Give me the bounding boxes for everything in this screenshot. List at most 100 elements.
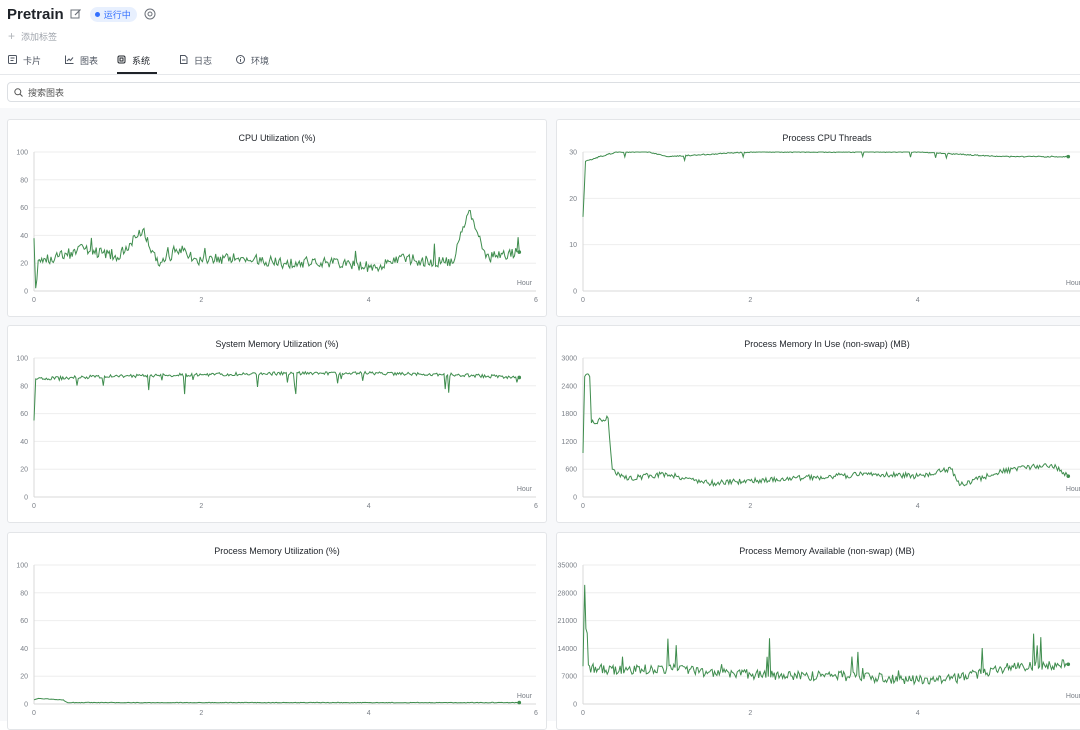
y-tick-label: 100 <box>16 150 28 157</box>
series-end-point <box>1066 154 1071 159</box>
series-end-point <box>517 700 522 705</box>
tab-logs[interactable]: 日志 <box>179 54 212 73</box>
x-axis-label: Hour <box>517 486 533 493</box>
series-line <box>582 584 1069 686</box>
tab-label: 环境 <box>251 56 270 66</box>
chart-line-icon <box>65 55 74 64</box>
x-tick-label: 0 <box>32 710 36 717</box>
x-tick-label: 2 <box>199 297 203 304</box>
line-chart: 01020300246Hour <box>569 150 1080 304</box>
x-tick-label: 6 <box>534 710 538 717</box>
tab-environment[interactable]: 环境 <box>236 54 269 73</box>
y-tick-label: 80 <box>20 177 28 184</box>
search-input[interactable]: 搜索图表 <box>7 82 1080 102</box>
y-tick-label: 10 <box>569 242 577 249</box>
chart-card[interactable]: System Memory Utilization (%) 0 20 40 60 80 10… <box>7 325 547 523</box>
y-tick-label: 600 <box>565 467 577 474</box>
x-tick-label: 6 <box>534 297 538 304</box>
info-icon <box>236 55 245 64</box>
y-tick-label: 40 <box>20 233 28 240</box>
edit-icon[interactable] <box>70 8 82 20</box>
chart-card[interactable]: CPU Utilization (%) 0 20 40 60 80 100 0 2 4 6 Hour <box>7 119 547 317</box>
tab-label: 图表 <box>80 56 99 66</box>
log-icon <box>180 55 188 64</box>
y-tick-label: 35000 <box>558 563 578 570</box>
y-tick-label: 14000 <box>558 646 578 653</box>
y-tick-label: 0 <box>573 495 577 502</box>
y-tick-label: 7000 <box>561 674 577 681</box>
x-tick-label: 2 <box>748 297 752 304</box>
x-axis-label: Hour <box>517 693 533 700</box>
card-icon <box>8 55 17 64</box>
tab-system[interactable]: 系统 <box>117 54 157 74</box>
y-tick-label: 40 <box>20 439 28 446</box>
y-tick-label: 20 <box>20 467 28 474</box>
series-line <box>33 697 520 704</box>
x-axis-label: Hour <box>1066 486 1080 493</box>
x-tick-label: 2 <box>199 503 203 510</box>
line-chart: 0 20 40 60 80 100 0 2 4 6 Hour <box>16 563 538 718</box>
chart-title: Process Memory Available (non-swap) (MB) <box>739 546 915 556</box>
x-axis-label: Hour <box>1066 693 1080 700</box>
chart-card[interactable]: Process CPU Threads01020300246Hour <box>556 119 1080 317</box>
y-tick-label: 80 <box>20 383 28 390</box>
x-axis-label: Hour <box>1066 280 1080 287</box>
title-row: Pretrain 运行中 <box>7 5 156 23</box>
y-tick-label: 2400 <box>561 383 577 390</box>
tab-label: 日志 <box>194 56 213 66</box>
y-tick-label: 3000 <box>561 356 577 363</box>
y-tick-label: 60 <box>20 618 28 625</box>
x-tick-label: 4 <box>916 710 920 717</box>
x-axis-label: Hour <box>517 280 533 287</box>
tab-cards[interactable]: 卡片 <box>8 54 41 73</box>
x-tick-label: 4 <box>916 297 920 304</box>
y-tick-label: 20 <box>20 261 28 268</box>
add-tag-button[interactable]: + 添加标签 <box>8 29 57 43</box>
y-tick-label: 60 <box>20 411 28 418</box>
tab-charts[interactable]: 图表 <box>65 54 98 73</box>
line-chart: 060012001800240030000246Hour <box>561 356 1080 510</box>
y-tick-label: 0 <box>24 289 28 296</box>
y-tick-label: 21000 <box>558 618 578 625</box>
chart-card[interactable]: Process Memory Utilization (%) 0 20 40 60 80 1… <box>7 532 547 730</box>
line-chart: 0 20 40 60 80 100 0 2 4 6 Hour <box>16 150 538 305</box>
search-placeholder: 搜索图表 <box>28 87 65 98</box>
gear-icon[interactable] <box>144 8 156 20</box>
search-icon <box>14 87 23 97</box>
series-line <box>582 373 1069 488</box>
x-tick-label: 0 <box>32 297 36 304</box>
y-tick-label: 80 <box>20 590 28 597</box>
series-end-point <box>1066 662 1071 667</box>
x-tick-label: 4 <box>916 503 920 510</box>
x-tick-label: 0 <box>581 503 585 510</box>
chart-card[interactable]: Process Memory Available (non-swap) (MB)… <box>556 532 1080 730</box>
chart-title: System Memory Utilization (%) <box>215 339 339 349</box>
x-tick-label: 0 <box>581 297 585 304</box>
x-tick-label: 4 <box>367 503 371 510</box>
x-tick-label: 0 <box>32 503 36 510</box>
add-tag-label: 添加标签 <box>21 31 58 42</box>
y-tick-label: 0 <box>24 495 28 502</box>
chart-title: Process CPU Threads <box>782 133 872 143</box>
status-dot-icon <box>94 11 100 17</box>
y-tick-label: 20 <box>20 674 28 681</box>
plus-icon: + <box>8 29 16 43</box>
y-tick-label: 0 <box>573 702 577 709</box>
x-tick-label: 6 <box>534 503 538 510</box>
chart-title: CPU Utilization (%) <box>238 133 316 143</box>
line-chart: 07000140002100028000350000246Hour <box>558 563 1080 717</box>
chip-icon <box>117 55 126 64</box>
x-tick-label: 4 <box>367 710 371 717</box>
y-tick-label: 60 <box>20 205 28 212</box>
chart-title: Process Memory In Use (non-swap) (MB) <box>744 339 910 349</box>
tab-label: 系统 <box>132 56 151 66</box>
y-tick-label: 0 <box>573 289 577 296</box>
y-tick-label: 30 <box>569 150 577 157</box>
y-tick-label: 20 <box>569 196 577 203</box>
status-label: 运行中 <box>103 9 131 20</box>
y-tick-label: 1800 <box>561 411 577 418</box>
chart-card[interactable]: Process Memory In Use (non-swap) (MB) 0 60… <box>556 325 1080 523</box>
y-tick-label: 0 <box>24 702 28 709</box>
x-tick-label: 2 <box>748 710 752 717</box>
status-badge: 运行中 <box>89 6 137 22</box>
